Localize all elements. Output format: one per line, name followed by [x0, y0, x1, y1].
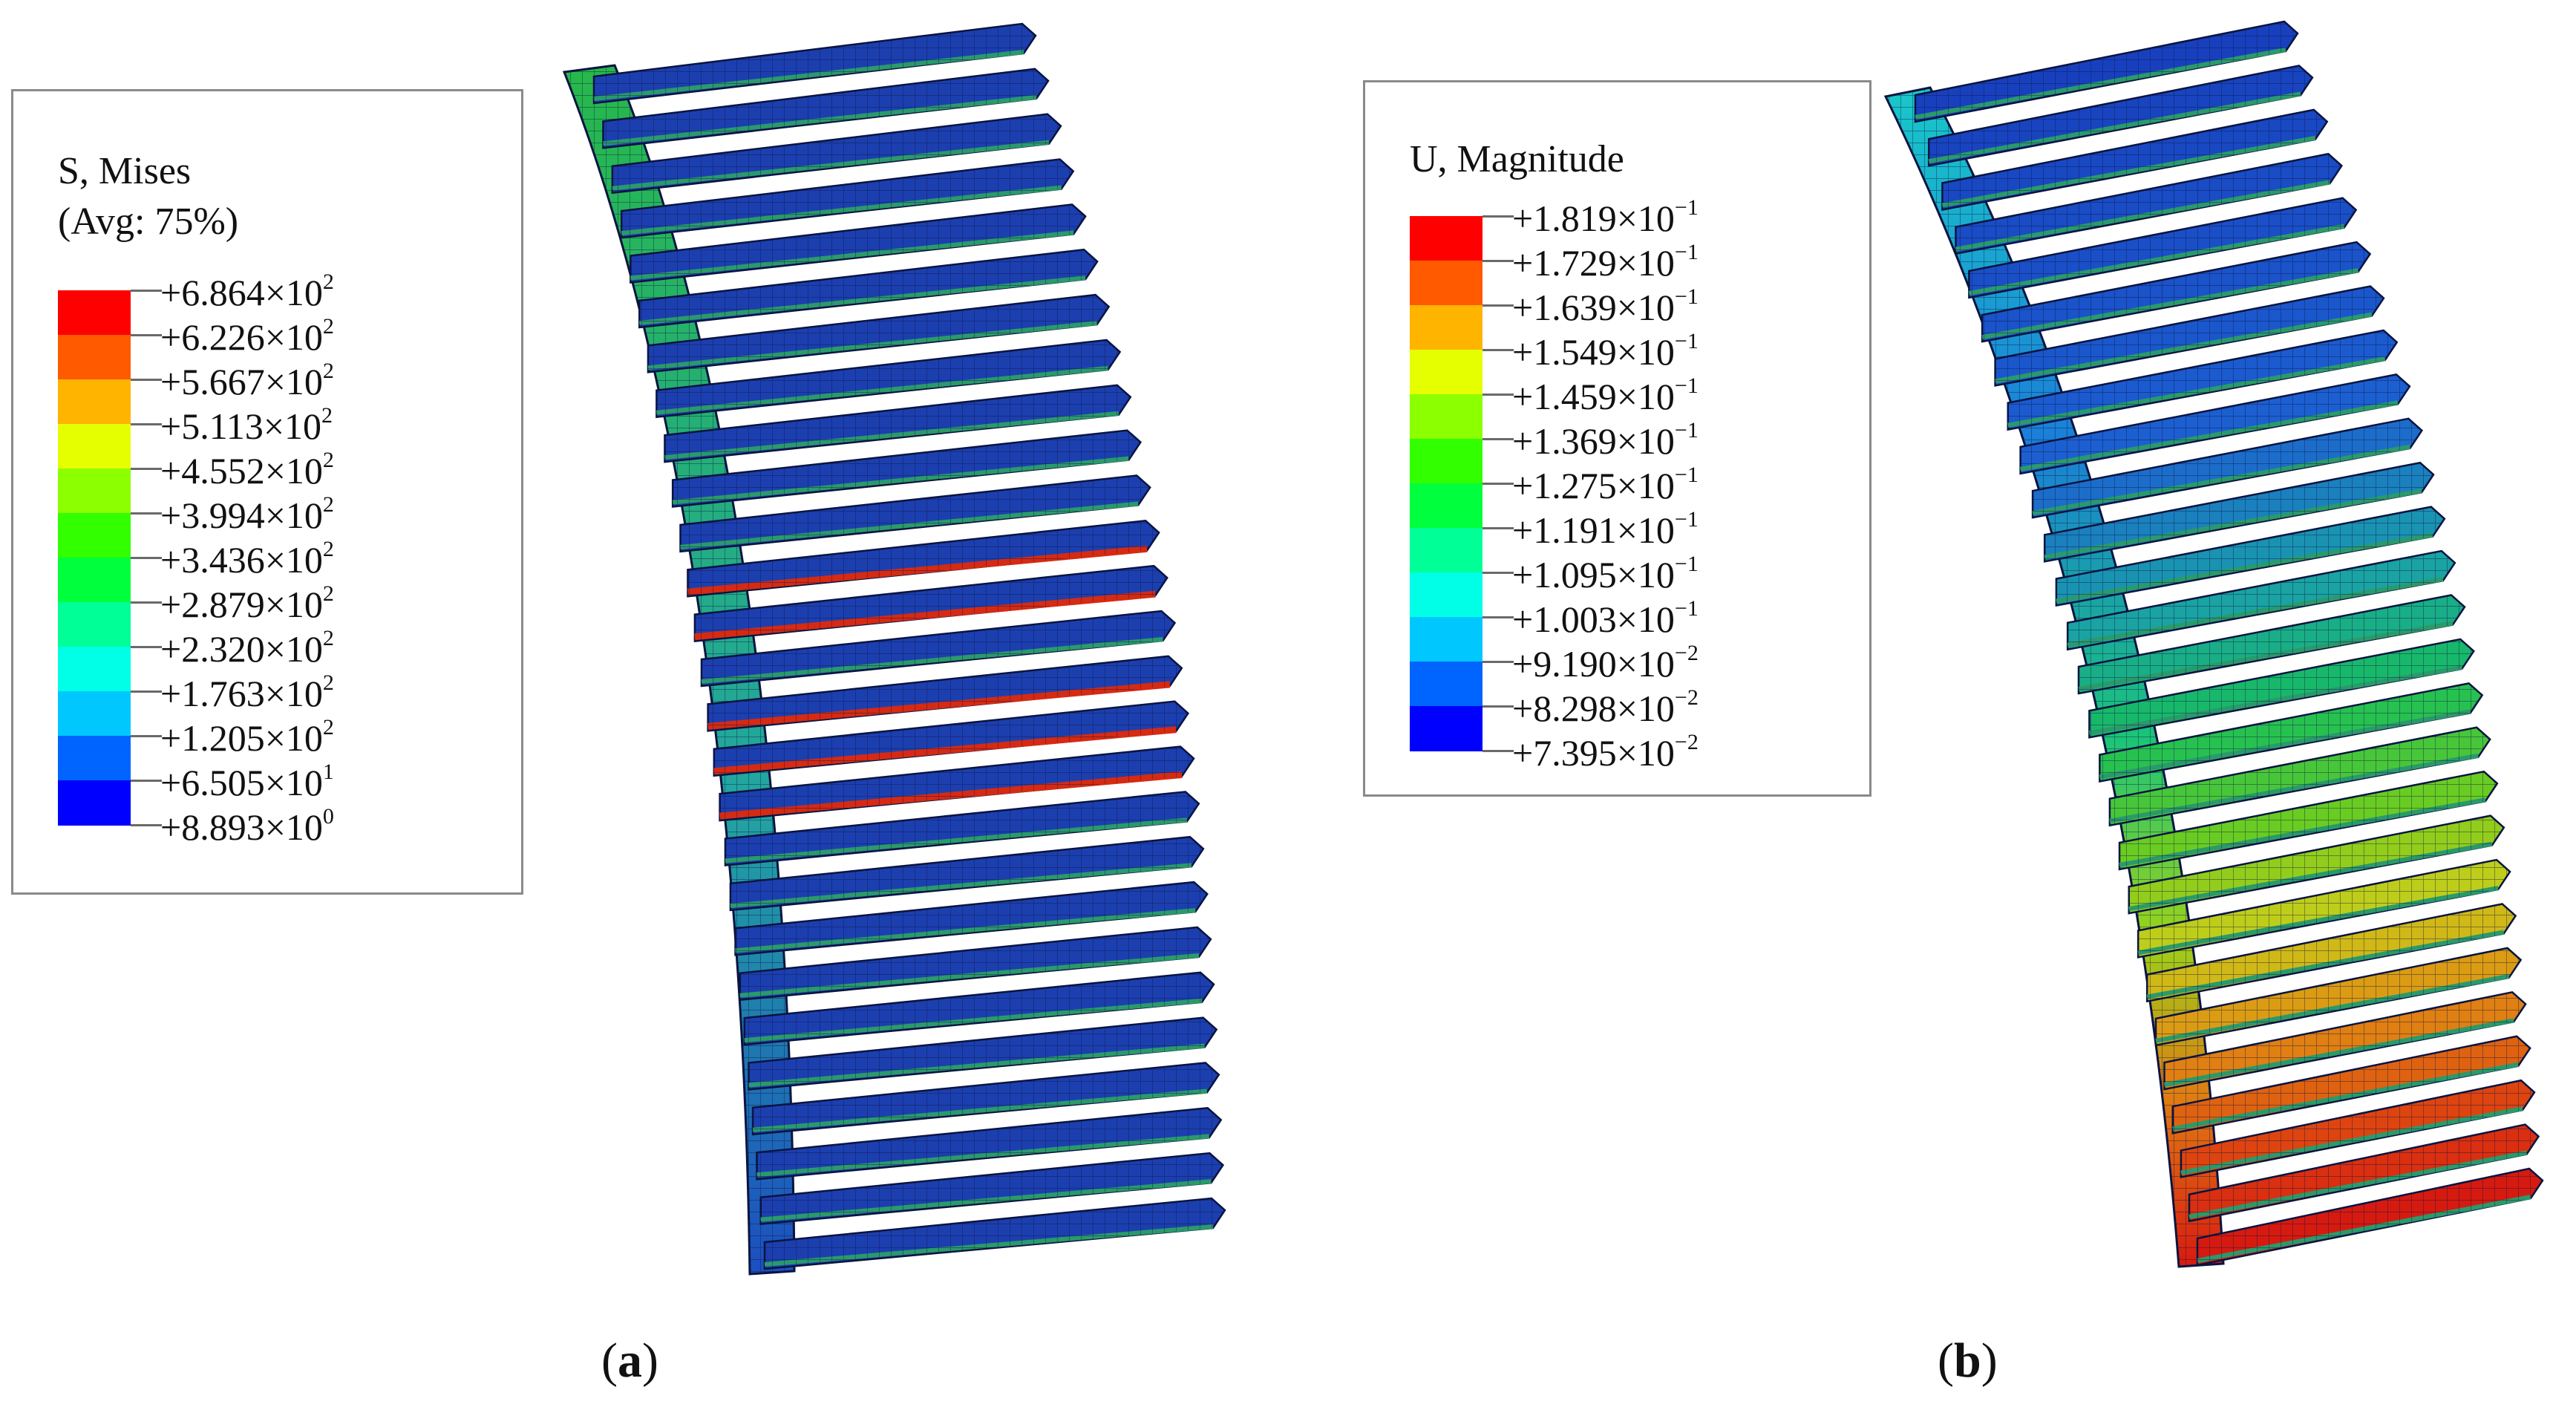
level-label: +3.436×102 [160, 537, 334, 581]
level-tick [1482, 661, 1514, 663]
level-label: +1.275×10−1 [1512, 463, 1699, 506]
model-b-teeth [1914, 20, 2544, 1267]
panel-label-a: (a) [601, 1333, 658, 1388]
level-label: +1.729×10−1 [1512, 240, 1699, 284]
color-swatch [1410, 483, 1482, 529]
model-b-displacement-plot [1883, 20, 2544, 1268]
level-tick [131, 512, 162, 515]
level-tick [1482, 438, 1514, 440]
level-label: +7.395×10−2 [1512, 730, 1699, 774]
level-label: +3.994×102 [160, 492, 334, 536]
level-label: +1.763×102 [160, 670, 334, 714]
level-label: +6.864×102 [160, 270, 334, 313]
color-swatch [58, 558, 131, 603]
legend-title: S, Mises [58, 150, 192, 192]
level-label: +1.095×10−1 [1512, 552, 1699, 595]
color-swatch [1410, 261, 1482, 306]
color-swatch [58, 290, 131, 336]
level-tick [1482, 304, 1514, 307]
level-tick [131, 824, 162, 826]
model-a-teeth [592, 22, 1226, 1270]
color-swatch [1410, 439, 1482, 484]
level-tick [1482, 527, 1514, 529]
color-scale [1410, 216, 1482, 751]
legend-subtitle: (Avg: 75%) [58, 200, 239, 243]
level-tick [131, 735, 162, 737]
color-swatch [1410, 617, 1482, 662]
color-swatch [1410, 662, 1482, 707]
level-tick [1482, 215, 1514, 218]
level-label: +9.190×10−2 [1512, 641, 1699, 685]
level-label: +1.003×10−1 [1512, 596, 1699, 640]
level-tick [131, 646, 162, 648]
color-swatch [1410, 394, 1482, 440]
level-label: +1.549×10−1 [1512, 329, 1699, 373]
color-swatch [1410, 572, 1482, 618]
level-label: +2.320×102 [160, 626, 334, 670]
level-tick [1482, 394, 1514, 396]
level-label: +1.459×10−1 [1512, 373, 1699, 417]
level-label: +2.879×102 [160, 581, 334, 625]
color-swatch [1410, 706, 1482, 751]
level-label: +1.819×10−1 [1512, 195, 1699, 239]
displacement-legend: U, Magnitude +1.819×10−1 +1.729×10−1 +1.63… [1363, 80, 1871, 797]
level-label: +6.226×102 [160, 314, 334, 358]
color-scale [58, 290, 131, 826]
level-label: +1.639×10−1 [1512, 284, 1699, 328]
level-tick [1482, 616, 1514, 618]
color-swatch [58, 691, 131, 737]
color-swatch [58, 780, 131, 826]
level-tick [131, 423, 162, 425]
color-swatch [58, 602, 131, 647]
level-tick [131, 290, 162, 292]
level-tick [131, 334, 162, 336]
level-label: +8.893×100 [160, 804, 334, 848]
color-swatch [58, 424, 131, 469]
level-label: +1.369×10−1 [1512, 418, 1699, 462]
stress-legend: S, Mises (Avg: 75%) +6.864×102 +6.226×102… [11, 89, 523, 895]
panel-label-b: (b) [1938, 1333, 1998, 1388]
level-label: +5.667×102 [160, 359, 334, 402]
level-tick [131, 601, 162, 604]
color-swatch [58, 647, 131, 692]
level-label: +4.552×102 [160, 448, 334, 492]
level-label: +8.298×10−2 [1512, 685, 1699, 729]
level-tick [131, 379, 162, 381]
level-tick [131, 557, 162, 559]
level-tick [1482, 572, 1514, 574]
level-tick [131, 690, 162, 693]
level-label: +1.191×10−1 [1512, 507, 1699, 551]
level-tick [1482, 260, 1514, 262]
level-tick [1482, 750, 1514, 752]
color-swatch [1410, 216, 1482, 261]
level-label: +5.113×102 [160, 403, 333, 447]
level-tick [1482, 705, 1514, 708]
color-swatch [58, 736, 131, 781]
color-swatch [58, 379, 131, 425]
level-tick [1482, 349, 1514, 351]
level-label: +6.505×101 [160, 760, 334, 803]
color-swatch [58, 513, 131, 558]
level-tick [131, 468, 162, 470]
level-tick [1482, 483, 1514, 485]
color-swatch [58, 468, 131, 514]
level-label: +1.205×102 [160, 715, 334, 759]
color-swatch [1410, 528, 1482, 573]
color-swatch [1410, 350, 1482, 395]
legend-title: U, Magnitude [1410, 138, 1624, 180]
model-a-stress-plot [562, 22, 1226, 1276]
color-swatch [58, 335, 131, 380]
level-tick [131, 780, 162, 782]
color-swatch [1410, 305, 1482, 350]
